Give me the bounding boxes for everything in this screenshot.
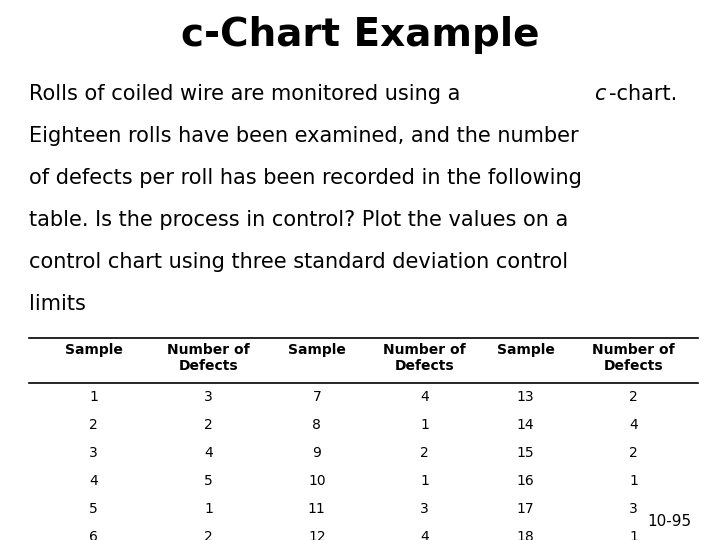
Text: Number of
Defects: Number of Defects	[384, 343, 466, 373]
Text: 5: 5	[204, 474, 213, 488]
Text: 1: 1	[204, 502, 213, 516]
Text: 1: 1	[420, 474, 429, 488]
Text: 5: 5	[89, 502, 98, 516]
Text: 13: 13	[517, 390, 534, 404]
Text: 2: 2	[204, 418, 213, 432]
Text: 4: 4	[420, 390, 429, 404]
Text: Number of
Defects: Number of Defects	[168, 343, 250, 373]
Text: limits: limits	[29, 294, 86, 314]
Text: 2: 2	[629, 390, 638, 404]
Text: 14: 14	[517, 418, 534, 432]
Text: 4: 4	[204, 446, 213, 460]
Text: 8: 8	[312, 418, 321, 432]
Text: 1: 1	[629, 530, 638, 540]
Text: table. Is the process in control? Plot the values on a: table. Is the process in control? Plot t…	[29, 210, 568, 230]
Text: 10: 10	[308, 474, 325, 488]
Text: 17: 17	[517, 502, 534, 516]
Text: Sample: Sample	[497, 343, 554, 357]
Text: 3: 3	[204, 390, 213, 404]
Text: Eighteen rolls have been examined, and the number: Eighteen rolls have been examined, and t…	[29, 126, 578, 146]
Text: -chart.: -chart.	[609, 84, 677, 104]
Text: c: c	[594, 84, 606, 104]
Text: 1: 1	[629, 474, 638, 488]
Text: 10-95: 10-95	[647, 514, 691, 529]
Text: control chart using three standard deviation control: control chart using three standard devia…	[29, 252, 568, 272]
Text: 3: 3	[629, 502, 638, 516]
Text: 7: 7	[312, 390, 321, 404]
Text: Rolls of coiled wire are monitored using a: Rolls of coiled wire are monitored using…	[29, 84, 467, 104]
Text: Sample: Sample	[65, 343, 122, 357]
Text: 2: 2	[89, 418, 98, 432]
Text: 2: 2	[420, 446, 429, 460]
Text: 1: 1	[420, 418, 429, 432]
Text: Number of
Defects: Number of Defects	[593, 343, 675, 373]
Text: 11: 11	[308, 502, 325, 516]
Text: 9: 9	[312, 446, 321, 460]
Text: 2: 2	[204, 530, 213, 540]
Text: 15: 15	[517, 446, 534, 460]
Text: 12: 12	[308, 530, 325, 540]
Text: 18: 18	[517, 530, 534, 540]
Text: 3: 3	[89, 446, 98, 460]
Text: 4: 4	[420, 530, 429, 540]
Text: 4: 4	[89, 474, 98, 488]
Text: 2: 2	[629, 446, 638, 460]
Text: 3: 3	[420, 502, 429, 516]
Text: 1: 1	[89, 390, 98, 404]
Text: of defects per roll has been recorded in the following: of defects per roll has been recorded in…	[29, 168, 582, 188]
Text: 4: 4	[629, 418, 638, 432]
Text: Sample: Sample	[288, 343, 346, 357]
Text: 6: 6	[89, 530, 98, 540]
Text: 16: 16	[517, 474, 534, 488]
Text: c-Chart Example: c-Chart Example	[181, 16, 539, 54]
